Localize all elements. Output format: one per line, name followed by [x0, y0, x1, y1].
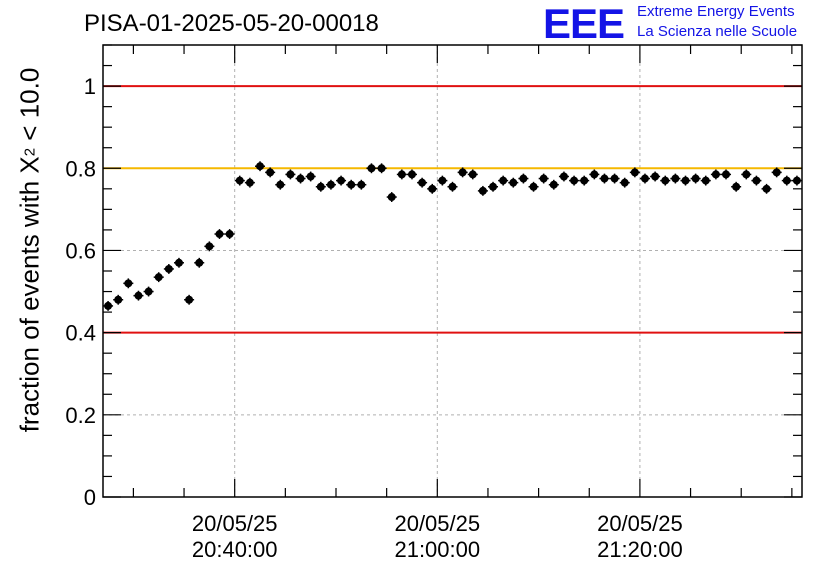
data-point: [529, 182, 538, 191]
data-point: [266, 168, 275, 177]
data-point: [276, 180, 285, 189]
data-point: [306, 172, 315, 181]
data-point: [711, 170, 720, 179]
data-point: [154, 273, 163, 282]
data-point: [478, 186, 487, 195]
x-tick-label-time: 21:20:00: [597, 537, 683, 562]
data-point: [144, 287, 153, 296]
data-point: [104, 301, 113, 310]
data-point: [620, 178, 629, 187]
data-point: [124, 279, 133, 288]
data-point: [428, 184, 437, 193]
data-point: [286, 170, 295, 179]
y-tick-label: 0.8: [65, 156, 96, 181]
data-point: [164, 264, 173, 273]
data-point: [570, 176, 579, 185]
y-tick-label: 0.4: [65, 321, 96, 346]
data-point: [448, 182, 457, 191]
data-point: [418, 178, 427, 187]
chart-title: PISA-01-2025-05-20-00018: [84, 10, 379, 37]
data-point: [640, 174, 649, 183]
data-point: [225, 230, 234, 239]
plot-frame: [102, 44, 803, 498]
data-point: [610, 174, 619, 183]
data-point: [377, 164, 386, 173]
data-point: [347, 180, 356, 189]
data-point: [600, 174, 609, 183]
data-point: [489, 182, 498, 191]
data-point: [235, 176, 244, 185]
data-point: [195, 258, 204, 267]
data-point: [519, 174, 528, 183]
data-point: [367, 164, 376, 173]
data-point: [792, 176, 801, 185]
data-point: [782, 176, 791, 185]
data-point: [671, 174, 680, 183]
data-point: [651, 172, 660, 181]
data-point: [215, 230, 224, 239]
data-point: [134, 291, 143, 300]
data-point: [326, 180, 335, 189]
y-tick-label: 1: [84, 74, 96, 99]
data-point: [701, 176, 710, 185]
data-point: [691, 174, 700, 183]
data-point: [661, 176, 670, 185]
data-point: [772, 168, 781, 177]
data-point: [742, 170, 751, 179]
data-point: [549, 180, 558, 189]
logo-text: Extreme Energy Events La Scienza nelle S…: [637, 2, 797, 42]
data-point: [752, 176, 761, 185]
x-tick-label-date: 20/05/25: [394, 511, 480, 536]
data-point: [539, 174, 548, 183]
data-point: [468, 170, 477, 179]
x-tick-label-time: 20:40:00: [192, 537, 278, 562]
logo-line-2: La Scienza nelle Scuole: [637, 23, 798, 40]
y-tick-label: 0: [84, 485, 96, 510]
data-point: [337, 176, 346, 185]
data-point: [174, 258, 183, 267]
data-point: [559, 172, 568, 181]
data-point: [580, 176, 589, 185]
data-point: [438, 176, 447, 185]
data-point: [245, 178, 254, 187]
data-point: [256, 162, 265, 171]
y-tick-label: 0.2: [65, 403, 96, 428]
data-point: [357, 180, 366, 189]
data-point: [630, 168, 639, 177]
data-point: [296, 174, 305, 183]
data-point: [732, 182, 741, 191]
data-point: [590, 170, 599, 179]
data-point: [499, 176, 508, 185]
data-point: [397, 170, 406, 179]
data-point: [387, 193, 396, 202]
data-point: [681, 176, 690, 185]
logo-line-1: Extreme Energy Events: [637, 3, 795, 20]
data-point: [185, 295, 194, 304]
data-point: [316, 182, 325, 191]
data-point: [722, 170, 731, 179]
data-point: [458, 168, 467, 177]
data-point: [762, 184, 771, 193]
data-point: [509, 178, 518, 187]
y-tick-label: 0.6: [65, 238, 96, 263]
logo-mark: EEE: [543, 0, 624, 44]
data-point: [205, 242, 214, 251]
eee-logo: EEE: [543, 0, 625, 44]
data-point: [114, 295, 123, 304]
x-tick-label-time: 21:00:00: [394, 537, 480, 562]
x-tick-label-date: 20/05/25: [192, 511, 278, 536]
x-tick-label-date: 20/05/25: [597, 511, 683, 536]
data-point: [407, 170, 416, 179]
